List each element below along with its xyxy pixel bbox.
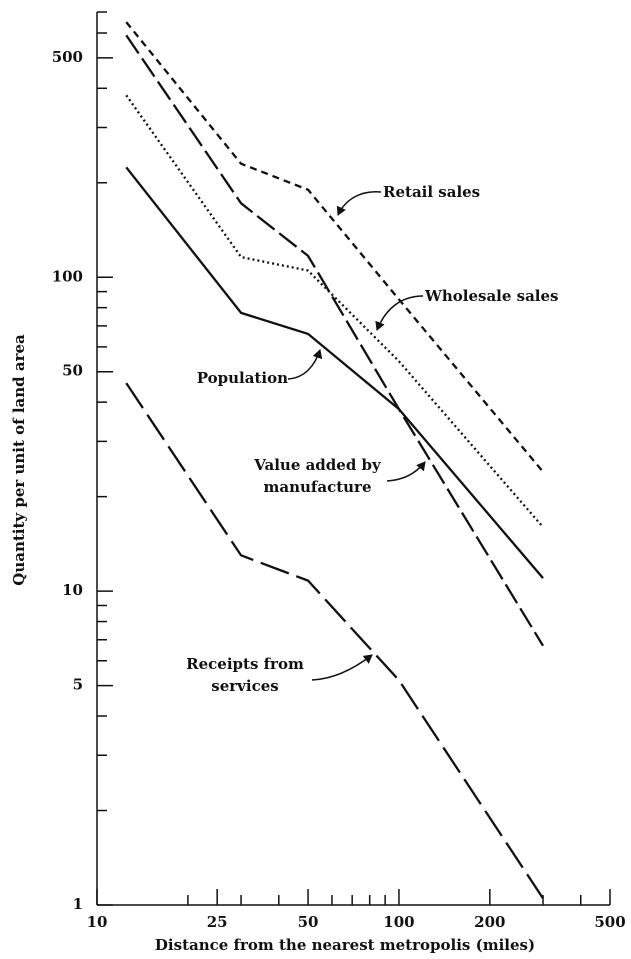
line-series bbox=[125, 21, 544, 473]
annotation-arrow bbox=[311, 654, 373, 681]
y-tick-label: 1 bbox=[73, 895, 83, 913]
x-tick-label: 100 bbox=[383, 913, 414, 931]
y-tick-label: 50 bbox=[62, 362, 83, 380]
line-series bbox=[125, 34, 544, 647]
x-tick-label: 50 bbox=[298, 913, 319, 931]
x-tick-label: 10 bbox=[87, 913, 108, 931]
y-tick-label: 10 bbox=[62, 581, 83, 599]
series-label: Population bbox=[196, 369, 288, 387]
annotation-arrow bbox=[375, 295, 424, 331]
x-tick-label: 25 bbox=[207, 913, 228, 931]
annotation-arrow bbox=[336, 191, 382, 216]
annotation-arrow bbox=[386, 461, 426, 482]
line-series bbox=[125, 382, 544, 899]
y-tick-label: 5 bbox=[73, 676, 83, 694]
series-label: Receipts from services bbox=[186, 655, 304, 695]
line-series bbox=[125, 166, 544, 579]
y-axis-label: Quantity per unit of land area bbox=[10, 334, 28, 586]
line-series bbox=[125, 94, 544, 528]
annotation-arrow bbox=[287, 349, 323, 380]
x-tick-label: 200 bbox=[474, 913, 505, 931]
x-tick-label: 500 bbox=[594, 913, 625, 931]
y-tick-label: 500 bbox=[52, 48, 83, 66]
x-axis-label: Distance from the nearest metropolis (mi… bbox=[155, 936, 535, 954]
series-label: Retail sales bbox=[383, 183, 481, 201]
series-label: Wholesale sales bbox=[425, 287, 559, 305]
y-tick-label: 100 bbox=[52, 267, 83, 285]
series-label: Value added by manufacture bbox=[254, 456, 381, 496]
